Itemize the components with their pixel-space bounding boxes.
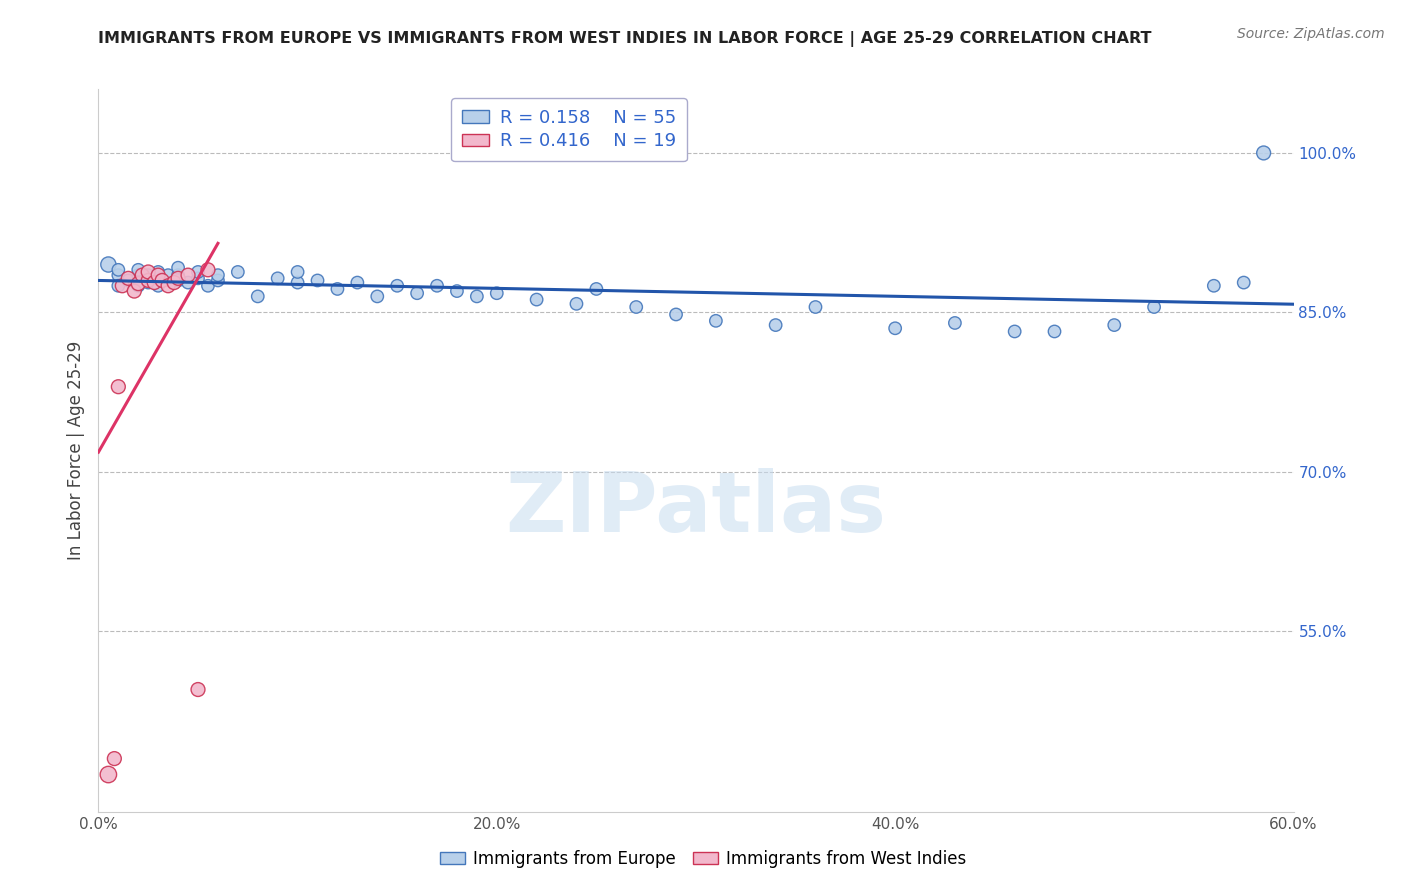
Point (246, 289, 269, 303)
Point (465, 289, 488, 303)
Point (1253, 145, 1275, 160)
Point (143, 276, 166, 290)
Point (626, 300, 648, 314)
Point (1043, 325, 1066, 339)
Point (804, 300, 827, 314)
Point (1004, 325, 1026, 339)
Point (167, 271, 190, 285)
Point (117, 273, 139, 287)
Point (226, 265, 249, 279)
Point (326, 282, 349, 296)
Legend: R = 0.158    N = 55, R = 0.416    N = 19: R = 0.158 N = 55, R = 0.416 N = 19 (451, 98, 688, 161)
Point (148, 268, 170, 282)
Point (124, 284, 146, 298)
Point (127, 278, 149, 293)
Point (287, 276, 309, 290)
Point (1104, 318, 1126, 332)
Point (131, 268, 153, 282)
Point (136, 273, 159, 287)
Point (136, 268, 159, 282)
Point (1143, 300, 1166, 314)
Point (207, 273, 229, 287)
Text: ZIPatlas: ZIPatlas (506, 467, 886, 549)
Point (148, 271, 170, 285)
Point (565, 297, 588, 311)
Point (150, 273, 173, 287)
Point (148, 265, 170, 279)
Point (97, 767, 120, 781)
Point (485, 286, 508, 301)
Point (107, 268, 129, 282)
Point (157, 278, 180, 293)
Point (177, 268, 200, 282)
Point (187, 271, 209, 285)
Point (884, 321, 907, 335)
Point (426, 278, 449, 293)
Point (366, 289, 388, 303)
Point (765, 318, 787, 332)
Point (111, 278, 134, 293)
Point (406, 286, 429, 301)
Point (163, 276, 186, 290)
Point (526, 293, 548, 307)
Point (187, 265, 209, 279)
Point (287, 265, 309, 279)
Point (665, 308, 688, 322)
Point (127, 268, 149, 282)
Legend: Immigrants from Europe, Immigrants from West Indies: Immigrants from Europe, Immigrants from … (433, 844, 973, 875)
Point (197, 278, 219, 293)
Point (167, 268, 190, 282)
Point (177, 276, 200, 290)
Text: IMMIGRANTS FROM EUROPE VS IMMIGRANTS FROM WEST INDIES IN LABOR FORCE | AGE 25-29: IMMIGRANTS FROM EUROPE VS IMMIGRANTS FRO… (98, 31, 1152, 47)
Point (103, 751, 125, 765)
Point (148, 278, 170, 293)
Point (127, 263, 149, 277)
Point (97, 258, 120, 272)
Point (197, 263, 219, 277)
Point (267, 271, 290, 285)
Point (167, 273, 190, 287)
Point (307, 273, 329, 287)
Point (107, 380, 129, 394)
Point (207, 268, 229, 282)
Point (1233, 276, 1256, 290)
Text: Source: ZipAtlas.com: Source: ZipAtlas.com (1237, 27, 1385, 41)
Point (157, 268, 180, 282)
Point (585, 282, 607, 296)
Point (346, 276, 368, 290)
Point (117, 271, 139, 285)
Point (943, 316, 966, 330)
Point (446, 284, 468, 298)
Point (167, 260, 190, 275)
Point (187, 682, 209, 697)
Point (1202, 278, 1225, 293)
Point (136, 276, 159, 290)
Point (704, 314, 727, 328)
Point (127, 277, 149, 291)
Point (385, 278, 409, 293)
Point (107, 278, 129, 293)
Y-axis label: In Labor Force | Age 25-29: In Labor Force | Age 25-29 (66, 341, 84, 560)
Point (107, 263, 129, 277)
Point (136, 265, 159, 279)
